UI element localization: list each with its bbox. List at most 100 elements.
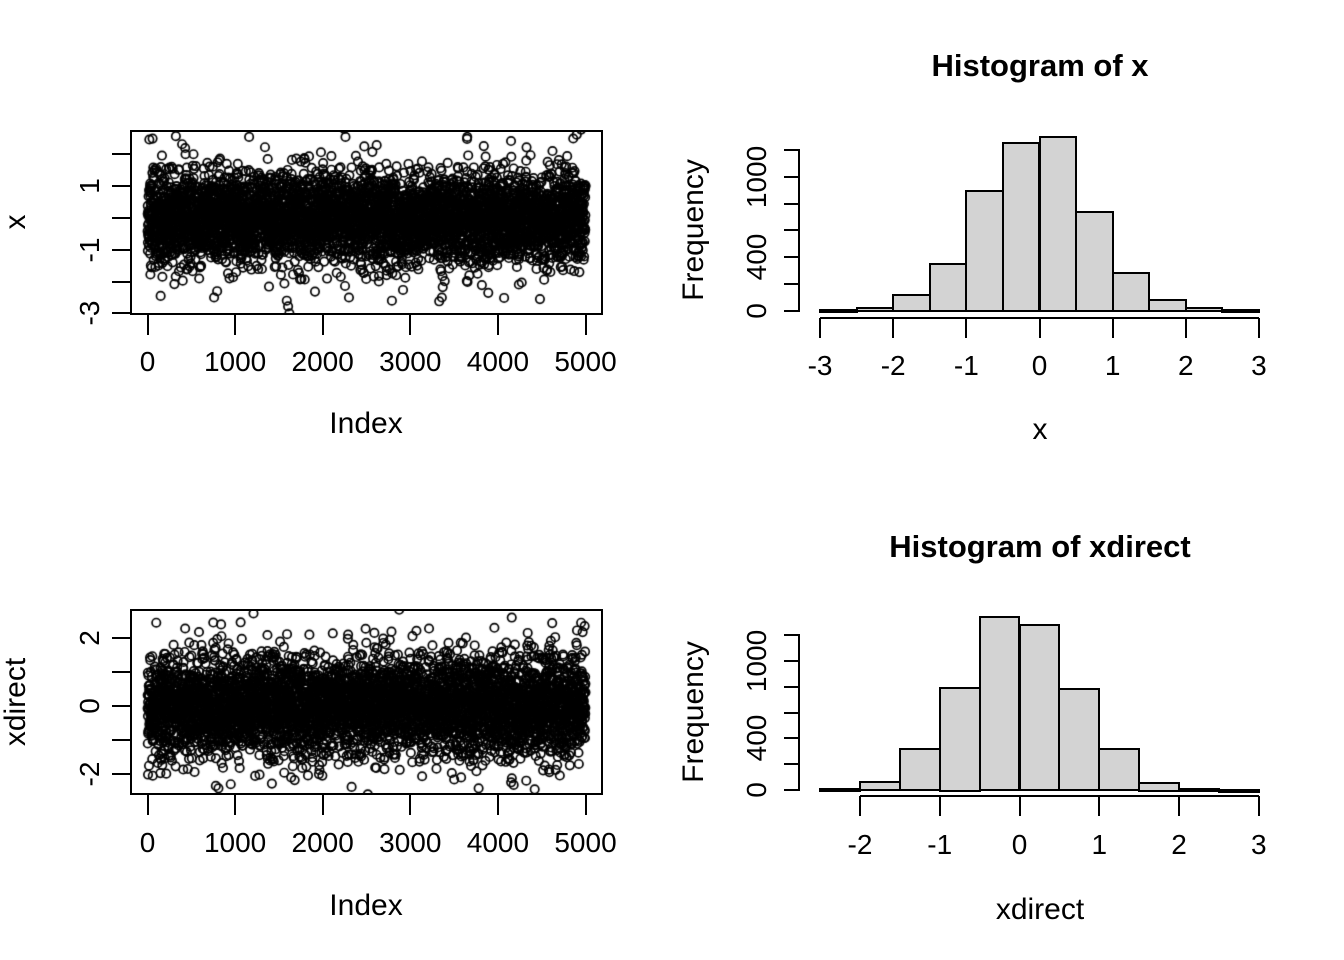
y-axis-tick bbox=[112, 280, 130, 283]
x-axis-line bbox=[859, 795, 1259, 797]
x-axis-tick-label: 2 bbox=[1171, 829, 1187, 860]
y-axis-label-xdirect: xdirect bbox=[0, 657, 32, 747]
histogram-bar bbox=[938, 686, 981, 792]
y-axis-tick bbox=[112, 248, 130, 251]
x-axis-tick bbox=[496, 795, 499, 815]
x-axis-tick bbox=[819, 318, 822, 338]
x-axis-tick-label: 3 bbox=[1251, 350, 1267, 381]
y-axis-tick-label: 1000 bbox=[741, 145, 772, 208]
x-axis-tick bbox=[584, 315, 587, 335]
x-axis-tick-label: -2 bbox=[847, 829, 873, 860]
x-axis-tick-label: 3 bbox=[1250, 829, 1267, 860]
histogram-bar bbox=[1075, 211, 1114, 312]
x-axis-tick-label: 0 bbox=[1031, 350, 1048, 381]
y-axis-tick bbox=[112, 739, 130, 741]
y-axis-tick bbox=[112, 217, 130, 219]
histogram-bar bbox=[978, 616, 1021, 792]
histogram-bar bbox=[1111, 271, 1151, 312]
x-axis-tick bbox=[321, 795, 324, 815]
y-axis-tick-label: -2 bbox=[74, 761, 105, 787]
x-axis-tick-label: -3 bbox=[807, 350, 833, 381]
y-axis-tick bbox=[784, 202, 798, 205]
histogram-bar bbox=[898, 747, 941, 792]
y-axis-tick bbox=[112, 312, 130, 315]
y-axis-tick bbox=[112, 671, 130, 673]
y-axis-tick-label: 0 bbox=[741, 302, 772, 319]
x-axis-tick bbox=[146, 795, 149, 815]
y-axis-label-frequency-bottom: Frequency bbox=[677, 641, 710, 783]
x-axis-tick bbox=[1038, 318, 1041, 338]
y-axis-tick bbox=[784, 175, 798, 178]
panel-title-histogram-x: Histogram of x bbox=[931, 48, 1149, 83]
histogram-bar bbox=[819, 309, 858, 314]
x-axis-label-index-top: Index bbox=[329, 407, 403, 440]
x-axis-tick bbox=[321, 315, 324, 335]
x-axis-tick bbox=[1184, 318, 1187, 338]
y-axis-tick-label: 2 bbox=[74, 630, 105, 646]
y-axis-tick-label: -1 bbox=[74, 237, 105, 263]
x-axis-label-index-bottom: Index bbox=[329, 889, 403, 922]
scatter-points-x bbox=[132, 132, 601, 313]
y-axis-tick bbox=[112, 637, 130, 639]
histogram-bar bbox=[855, 306, 895, 312]
y-axis-tick-label: -3 bbox=[74, 300, 105, 326]
x-axis-tick-label: 4000 bbox=[466, 346, 530, 377]
histogram-bar bbox=[1138, 781, 1180, 792]
x-axis-tick-label: 1 bbox=[1104, 350, 1121, 381]
x-axis-tick-label: 0 bbox=[139, 346, 156, 377]
x-axis-tick-label: 5000 bbox=[554, 346, 617, 377]
x-axis-tick bbox=[234, 315, 237, 335]
x-axis-tick-label: 2000 bbox=[291, 827, 354, 858]
histogram-bar bbox=[819, 788, 861, 793]
scatter-points-xdirect bbox=[132, 611, 601, 793]
x-axis-tick-label: 4000 bbox=[466, 827, 530, 858]
y-axis-line bbox=[798, 149, 800, 312]
x-axis-tick-label: 1000 bbox=[203, 346, 267, 377]
y-axis-tick bbox=[784, 309, 798, 312]
x-axis-tick-label: 0 bbox=[1011, 829, 1028, 860]
y-axis-tick bbox=[784, 256, 798, 258]
x-axis-tick-label: 1 bbox=[1091, 829, 1108, 860]
plot-frame-xdirect bbox=[130, 609, 603, 795]
x-axis-tick bbox=[1098, 796, 1101, 816]
x-axis-tick bbox=[965, 318, 968, 338]
x-axis-tick bbox=[858, 796, 861, 816]
y-axis-tick bbox=[784, 685, 798, 688]
histogram-bar bbox=[1058, 688, 1101, 792]
y-axis-tick bbox=[784, 789, 798, 791]
y-axis-tick bbox=[784, 659, 798, 662]
x-axis-tick-label: 0 bbox=[139, 827, 156, 858]
histogram-bar bbox=[1184, 306, 1224, 312]
y-axis-tick bbox=[112, 153, 130, 156]
y-axis-tick-label: 0 bbox=[74, 698, 105, 714]
histogram-bar bbox=[928, 263, 968, 312]
x-axis-tick-label: -1 bbox=[953, 350, 979, 381]
histogram-bar bbox=[1148, 299, 1187, 312]
y-axis-label-frequency-top: Frequency bbox=[677, 159, 710, 301]
x-axis-tick bbox=[938, 796, 941, 816]
x-axis-label-xdirect: xdirect bbox=[995, 893, 1085, 926]
x-axis-tick-label: -2 bbox=[880, 350, 906, 381]
x-axis-tick-label: 2000 bbox=[291, 346, 354, 377]
y-axis-tick bbox=[112, 185, 130, 188]
y-axis-tick bbox=[112, 773, 130, 775]
x-axis-tick bbox=[234, 795, 237, 815]
histogram-bar bbox=[1217, 788, 1260, 793]
y-axis-tick bbox=[784, 149, 798, 151]
x-axis-tick bbox=[409, 315, 412, 335]
panel-title-histogram-xdirect: Histogram of xdirect bbox=[889, 529, 1191, 564]
y-axis-tick-label: 1000 bbox=[741, 629, 772, 692]
x-axis-tick-label: 3000 bbox=[379, 346, 442, 377]
y-axis-label-x: x bbox=[0, 214, 32, 230]
y-axis-line bbox=[798, 634, 800, 791]
x-axis-tick bbox=[1257, 796, 1260, 816]
histogram-bar bbox=[1178, 787, 1220, 792]
histogram-bar bbox=[1098, 747, 1141, 792]
y-axis-tick bbox=[784, 763, 798, 766]
histogram-bar bbox=[1221, 309, 1260, 314]
x-axis-tick bbox=[496, 315, 499, 335]
plot-frame-x bbox=[130, 130, 603, 315]
histogram-bar bbox=[965, 190, 1004, 312]
x-axis-tick bbox=[1018, 796, 1021, 816]
